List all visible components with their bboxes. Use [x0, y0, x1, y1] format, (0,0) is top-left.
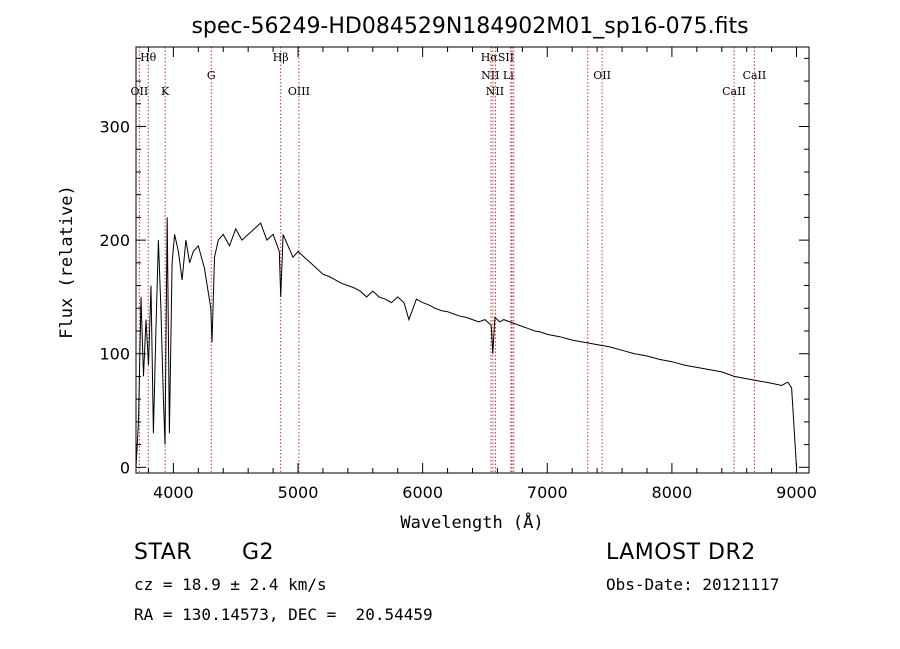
spectrum-series — [135, 217, 797, 468]
redshift-readout: cz = 18.9 ± 2.4 km/s — [134, 575, 327, 594]
line-label: NII Li — [481, 69, 514, 82]
line-label: G — [207, 69, 216, 82]
line-label: OIII — [288, 85, 310, 98]
line-label: HαSII — [481, 51, 514, 64]
x-axis-label: Wavelength (Å) — [400, 511, 543, 533]
x-tick-label: 4000 — [153, 483, 194, 502]
coordinates: RA = 130.14573, DEC = 20.54459 — [134, 605, 433, 624]
line-label: CaII — [722, 85, 746, 98]
line-label: OII — [131, 85, 149, 98]
emission-line-labels: Hθ Hβ HαSII G NII Li OII CaII OII K OIII NII CaII — [131, 51, 767, 98]
line-label: K — [161, 85, 170, 98]
chart-title: spec-56249-HD084529N184902M01_sp16-075.f… — [191, 14, 748, 39]
x-tick-label: 7000 — [527, 483, 568, 502]
x-tick-label: 9000 — [776, 483, 817, 502]
line-label: Hβ — [273, 51, 289, 64]
object-type: STAR — [134, 540, 193, 565]
y-axis: 0 100 200 300 — [99, 57, 809, 477]
y-axis-label: Flux (relative) — [57, 185, 77, 339]
line-label: CaII — [743, 69, 767, 82]
y-tick-label: 300 — [99, 118, 130, 137]
emission-line-markers — [138, 47, 755, 473]
obs-date: Obs-Date: 20121117 — [606, 575, 780, 594]
line-label: OII — [593, 69, 611, 82]
x-axis: 4000 5000 6000 7000 8000 9000 — [147, 47, 817, 502]
x-tick-label: 6000 — [402, 483, 443, 502]
line-label: Hθ — [140, 51, 157, 64]
y-tick-label: 0 — [120, 458, 130, 477]
y-tick-label: 200 — [99, 231, 130, 250]
spectrum-line — [135, 217, 797, 468]
survey-name: LAMOST DR2 — [606, 540, 756, 565]
x-tick-label: 5000 — [278, 483, 319, 502]
line-label: NII — [486, 85, 504, 98]
x-tick-label: 8000 — [652, 483, 693, 502]
y-tick-label: 100 — [99, 345, 130, 364]
spectral-subclass: G2 — [242, 540, 275, 565]
plot-frame — [135, 46, 810, 474]
